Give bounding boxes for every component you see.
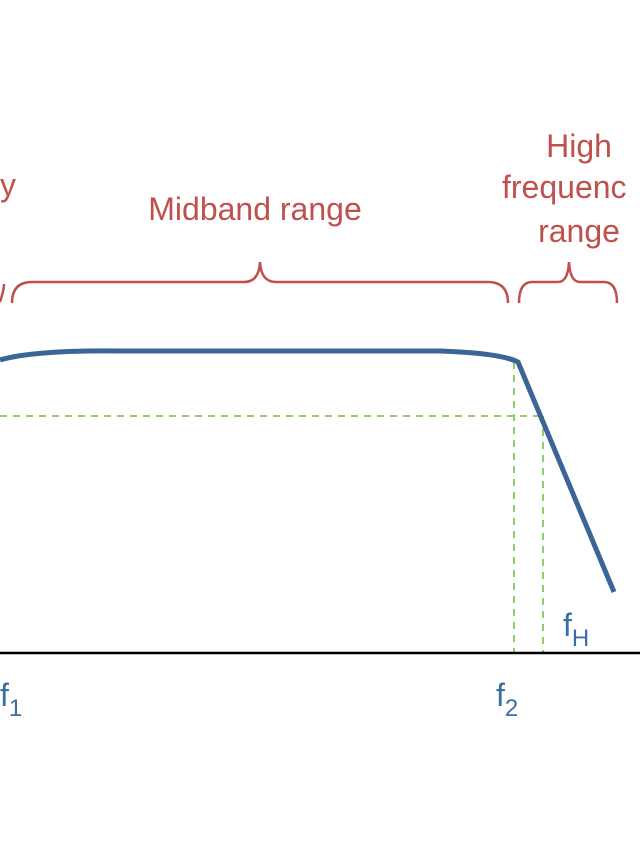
fh-label: fH <box>563 607 589 652</box>
f2-sub: 2 <box>505 695 518 722</box>
f2-label: f2 <box>496 677 518 722</box>
f1-base: f <box>0 677 9 713</box>
high-range-brace <box>517 261 619 304</box>
low-range-brace <box>0 283 6 303</box>
fh-sub: H <box>572 625 589 652</box>
midband-label: Midband range <box>148 191 361 227</box>
low-range-label: y <box>0 167 16 203</box>
f1-label: f1 <box>0 677 22 722</box>
fh-base: f <box>563 607 572 643</box>
f1-sub: 1 <box>9 695 22 722</box>
high-range-label: frequenc <box>502 169 627 205</box>
f2-base: f <box>496 677 505 713</box>
high-range-label: High <box>546 128 612 164</box>
midband-brace <box>10 261 510 304</box>
response-curve <box>0 348 617 593</box>
high-range-label: range <box>538 213 620 249</box>
